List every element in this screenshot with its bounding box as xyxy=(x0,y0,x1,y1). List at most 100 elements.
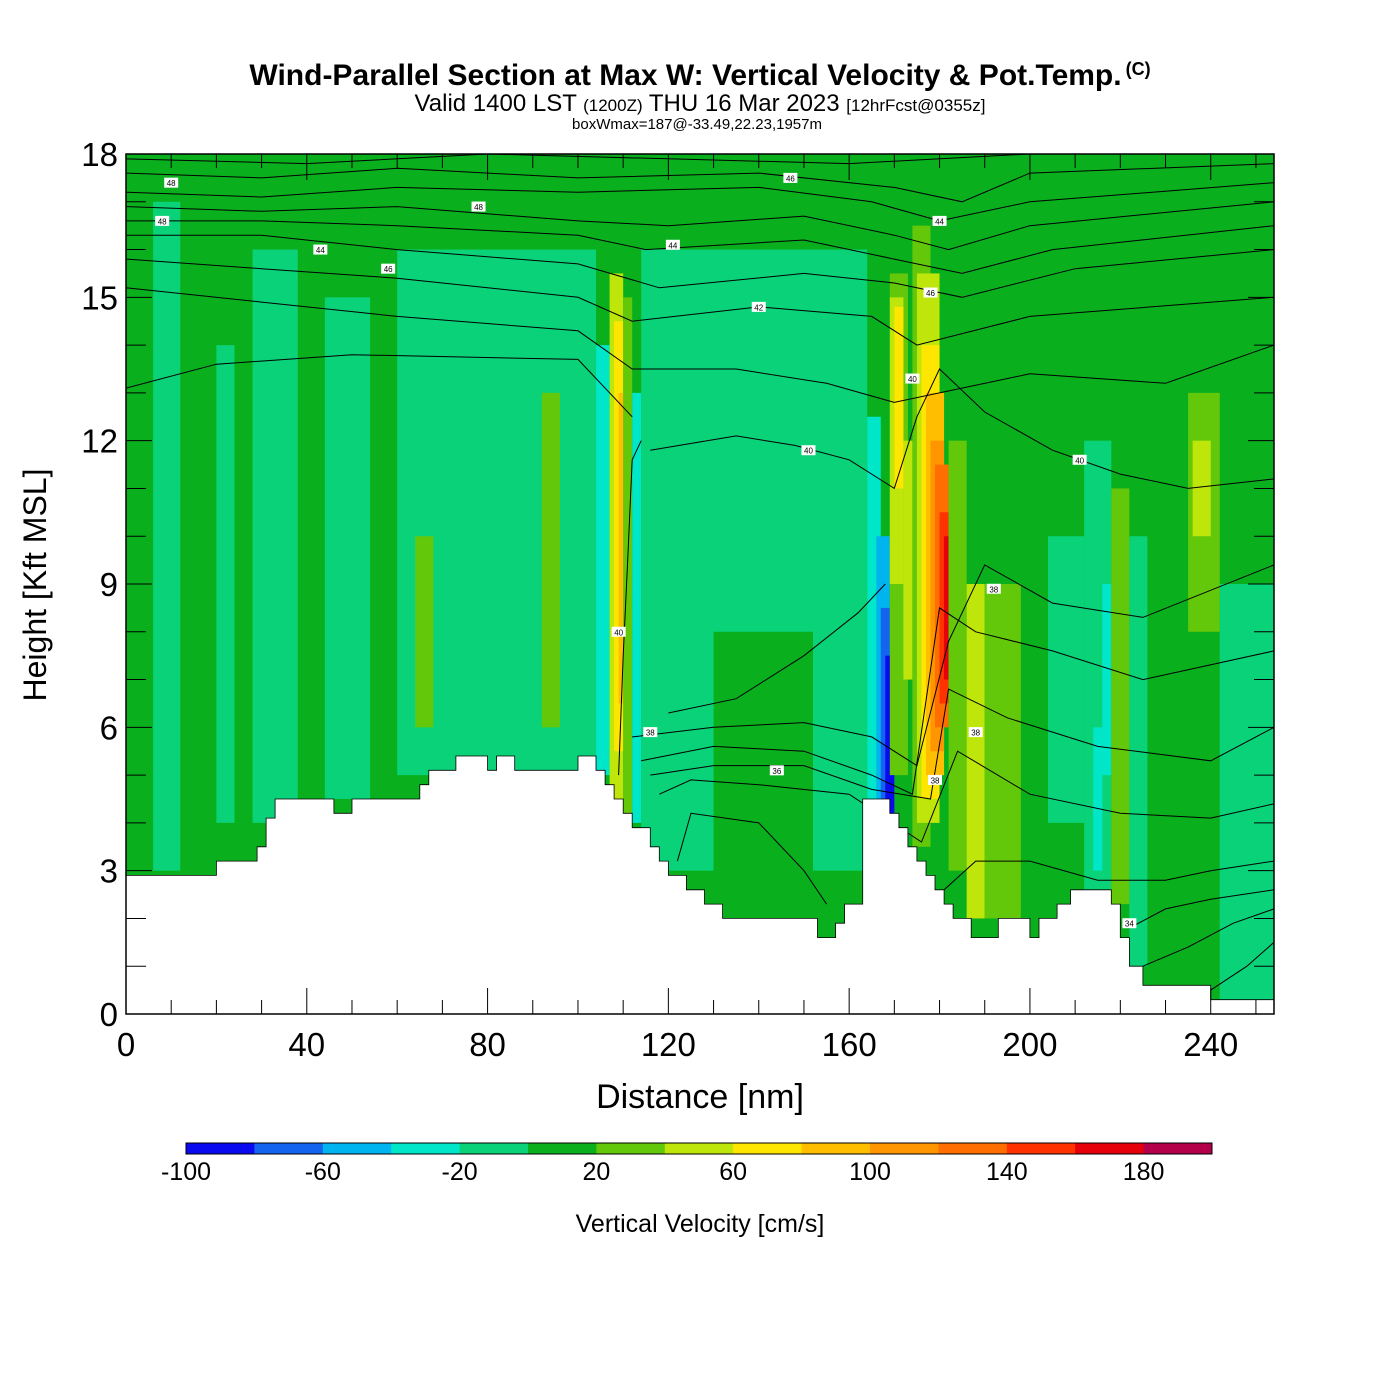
colorbar-tick-label: -100 xyxy=(161,1158,211,1186)
contour-labels: 48 48 48 46 44 46 44 42 44 46 40 40 40 38 40 38 36 38 38 34 xyxy=(155,172,1137,929)
contour-label-bg xyxy=(801,445,816,456)
contour-label-bg xyxy=(928,774,943,785)
velocity-cell xyxy=(541,392,560,728)
contour-label: 46 xyxy=(381,263,396,274)
velocity-cell xyxy=(324,297,371,799)
contour-label-text: 42 xyxy=(754,303,763,312)
colorbar-swatch xyxy=(870,1143,939,1154)
contour-label-text: 38 xyxy=(646,729,655,738)
theta-contour xyxy=(659,750,1274,843)
contour-label-bg xyxy=(471,201,486,212)
contour-label: 42 xyxy=(751,301,766,312)
colorbar-swatch xyxy=(733,1143,803,1154)
contour-label: 44 xyxy=(932,215,947,226)
contour-label-text: 44 xyxy=(668,241,677,250)
y-tick-label: 9 xyxy=(100,566,118,603)
velocity-cell xyxy=(1111,488,1130,905)
contour-label-text: 44 xyxy=(935,217,944,226)
contour-label-bg xyxy=(164,177,179,188)
theta-contour xyxy=(668,583,886,714)
contour-label: 38 xyxy=(643,727,658,738)
copyright-mark: (C) xyxy=(1125,59,1151,79)
velocity-cell xyxy=(216,345,235,823)
theta-contour xyxy=(126,258,1274,346)
theta-contour xyxy=(650,688,1274,800)
colorbar-tick-label: -60 xyxy=(305,1158,341,1186)
velocity-cell xyxy=(252,249,298,823)
contour-label: 44 xyxy=(665,239,680,250)
contour-label-bg xyxy=(932,215,947,226)
contour-label-text: 48 xyxy=(167,179,176,188)
colorbar-swatch xyxy=(391,1143,461,1154)
contour-label: 36 xyxy=(769,765,784,776)
colorbar-swatch xyxy=(186,1143,255,1154)
contour-label-text: 36 xyxy=(772,767,781,776)
theta-contour xyxy=(126,182,1274,222)
chart-title-block: Wind-Parallel Section at Max W: Vertical… xyxy=(0,52,1400,133)
velocity-cell xyxy=(944,536,949,680)
contour-label-bg xyxy=(381,263,396,274)
x-tick-label: 80 xyxy=(469,1026,506,1063)
theta-contour xyxy=(1210,941,1274,991)
colorbar-swatch xyxy=(322,1143,392,1154)
contour-label-bg xyxy=(1122,918,1137,929)
x-axis-label: Distance [nm] xyxy=(596,1078,804,1116)
theta-contour xyxy=(126,287,1274,403)
contour-label: 38 xyxy=(968,727,983,738)
x-tick-label: 240 xyxy=(1183,1026,1238,1063)
contour-label: 46 xyxy=(783,172,798,183)
velocity-cell xyxy=(894,306,904,489)
contour-label-text: 46 xyxy=(786,174,795,183)
theta-contour xyxy=(618,440,642,776)
contour-label-bg xyxy=(769,765,784,776)
colorbar-swatch xyxy=(801,1143,871,1154)
colorbar-tick-label: 100 xyxy=(849,1158,891,1186)
terrain-profile xyxy=(126,755,1274,1014)
theta-contour xyxy=(126,234,1274,298)
theta-contour xyxy=(126,201,1274,251)
colorbar-swatch xyxy=(254,1143,324,1154)
velocity-cell xyxy=(948,440,967,871)
theta-contour xyxy=(1129,889,1274,929)
terrain-mask xyxy=(126,755,1274,1014)
velocity-cell xyxy=(632,392,642,823)
velocity-cell xyxy=(1147,440,1193,986)
colorbar-tick-label: 60 xyxy=(719,1158,747,1186)
x-axis-ticks: 0 40 80 120 160 200 240 xyxy=(117,154,1257,1063)
contour-label: 40 xyxy=(801,445,816,456)
contour-label-bg xyxy=(923,287,938,298)
valid-date: THU 16 Mar 2023 xyxy=(648,90,840,117)
velocity-cell xyxy=(1093,727,1103,871)
colorbar-tick-label: -20 xyxy=(442,1158,478,1186)
colorbar-tick-label: 20 xyxy=(582,1158,610,1186)
y-tick-label: 15 xyxy=(81,279,118,316)
colorbar: -100 -60 -20 20 60 100 140 180 xyxy=(161,1142,1213,1186)
contour-label-bg xyxy=(665,239,680,250)
velocity-cell xyxy=(903,440,913,680)
box-wmax-info: boxWmax=187@-33.49,22.23,1957m xyxy=(572,116,822,133)
contour-label-bg xyxy=(155,215,170,226)
x-tick-label: 0 xyxy=(117,1026,135,1063)
contour-label-bg xyxy=(313,244,328,255)
contour-label-text: 38 xyxy=(971,729,980,738)
contour-label-text: 40 xyxy=(804,447,813,456)
velocity-cell xyxy=(618,392,624,704)
theta-contour xyxy=(641,607,1274,795)
velocity-cell xyxy=(984,584,1021,919)
velocity-cell xyxy=(415,536,434,728)
contour-label: 34 xyxy=(1122,918,1137,929)
theta-contour xyxy=(650,368,1274,490)
velocity-cell xyxy=(1102,584,1112,776)
x-tick-label: 120 xyxy=(641,1026,696,1063)
contour-label: 48 xyxy=(155,215,170,226)
colorbar-swatch xyxy=(1143,1143,1213,1154)
contour-label: 40 xyxy=(611,626,626,637)
title-text: Wind-Parallel Section at Max W: Vertical… xyxy=(249,59,1122,92)
velocity-cell xyxy=(1192,440,1211,537)
theta-contour xyxy=(676,812,828,905)
x-tick-label: 200 xyxy=(1002,1026,1057,1063)
contour-label-text: 40 xyxy=(614,628,623,637)
contour-label-bg xyxy=(751,301,766,312)
